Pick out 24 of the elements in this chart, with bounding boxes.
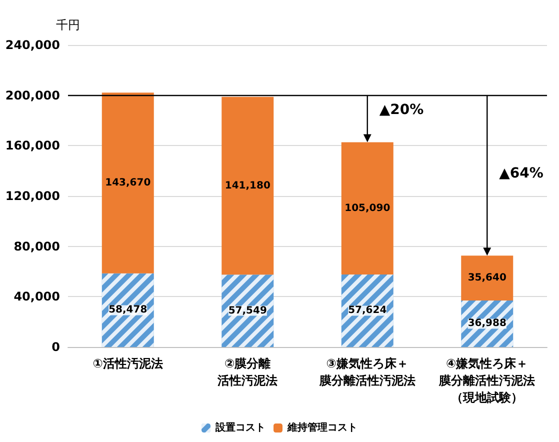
x-tick-label: ③嫌気性ろ床＋膜分離活性汚泥法 (318, 356, 416, 388)
data-label: 36,988 (468, 318, 506, 330)
data-label: 57,549 (228, 305, 267, 316)
y-tick-label: 0 (52, 340, 60, 354)
data-label: 57,624 (348, 305, 387, 316)
y-axis-title: 千円 (56, 18, 80, 32)
data-label: 35,640 (468, 272, 506, 284)
annotation: ▲64% (499, 165, 544, 182)
annotation: ▲20% (379, 102, 424, 118)
y-tick-label: 200,000 (5, 88, 60, 102)
data-label: 105,090 (344, 202, 390, 214)
y-tick-label: 240,000 (5, 38, 60, 52)
y-tick-label: 40,000 (14, 290, 60, 304)
data-label: 143,670 (105, 178, 151, 189)
legend-label: 維持管理コスト (286, 422, 358, 434)
y-tick-label: 80,000 (14, 239, 60, 254)
x-tick-label: ④嫌気性ろ床＋膜分離活性汚泥法（現地試験） (438, 356, 536, 404)
data-label: 141,180 (224, 180, 270, 192)
data-label: 58,478 (108, 304, 148, 316)
y-tick-label: 160,000 (5, 138, 60, 153)
y-tick-label: 120,000 (5, 189, 60, 203)
legend-label: 設置コスト (214, 422, 266, 434)
x-tick-label: ①活性汚泥法 (92, 356, 163, 370)
x-tick-label: ②膜分離活性汚泥法 (216, 356, 278, 388)
